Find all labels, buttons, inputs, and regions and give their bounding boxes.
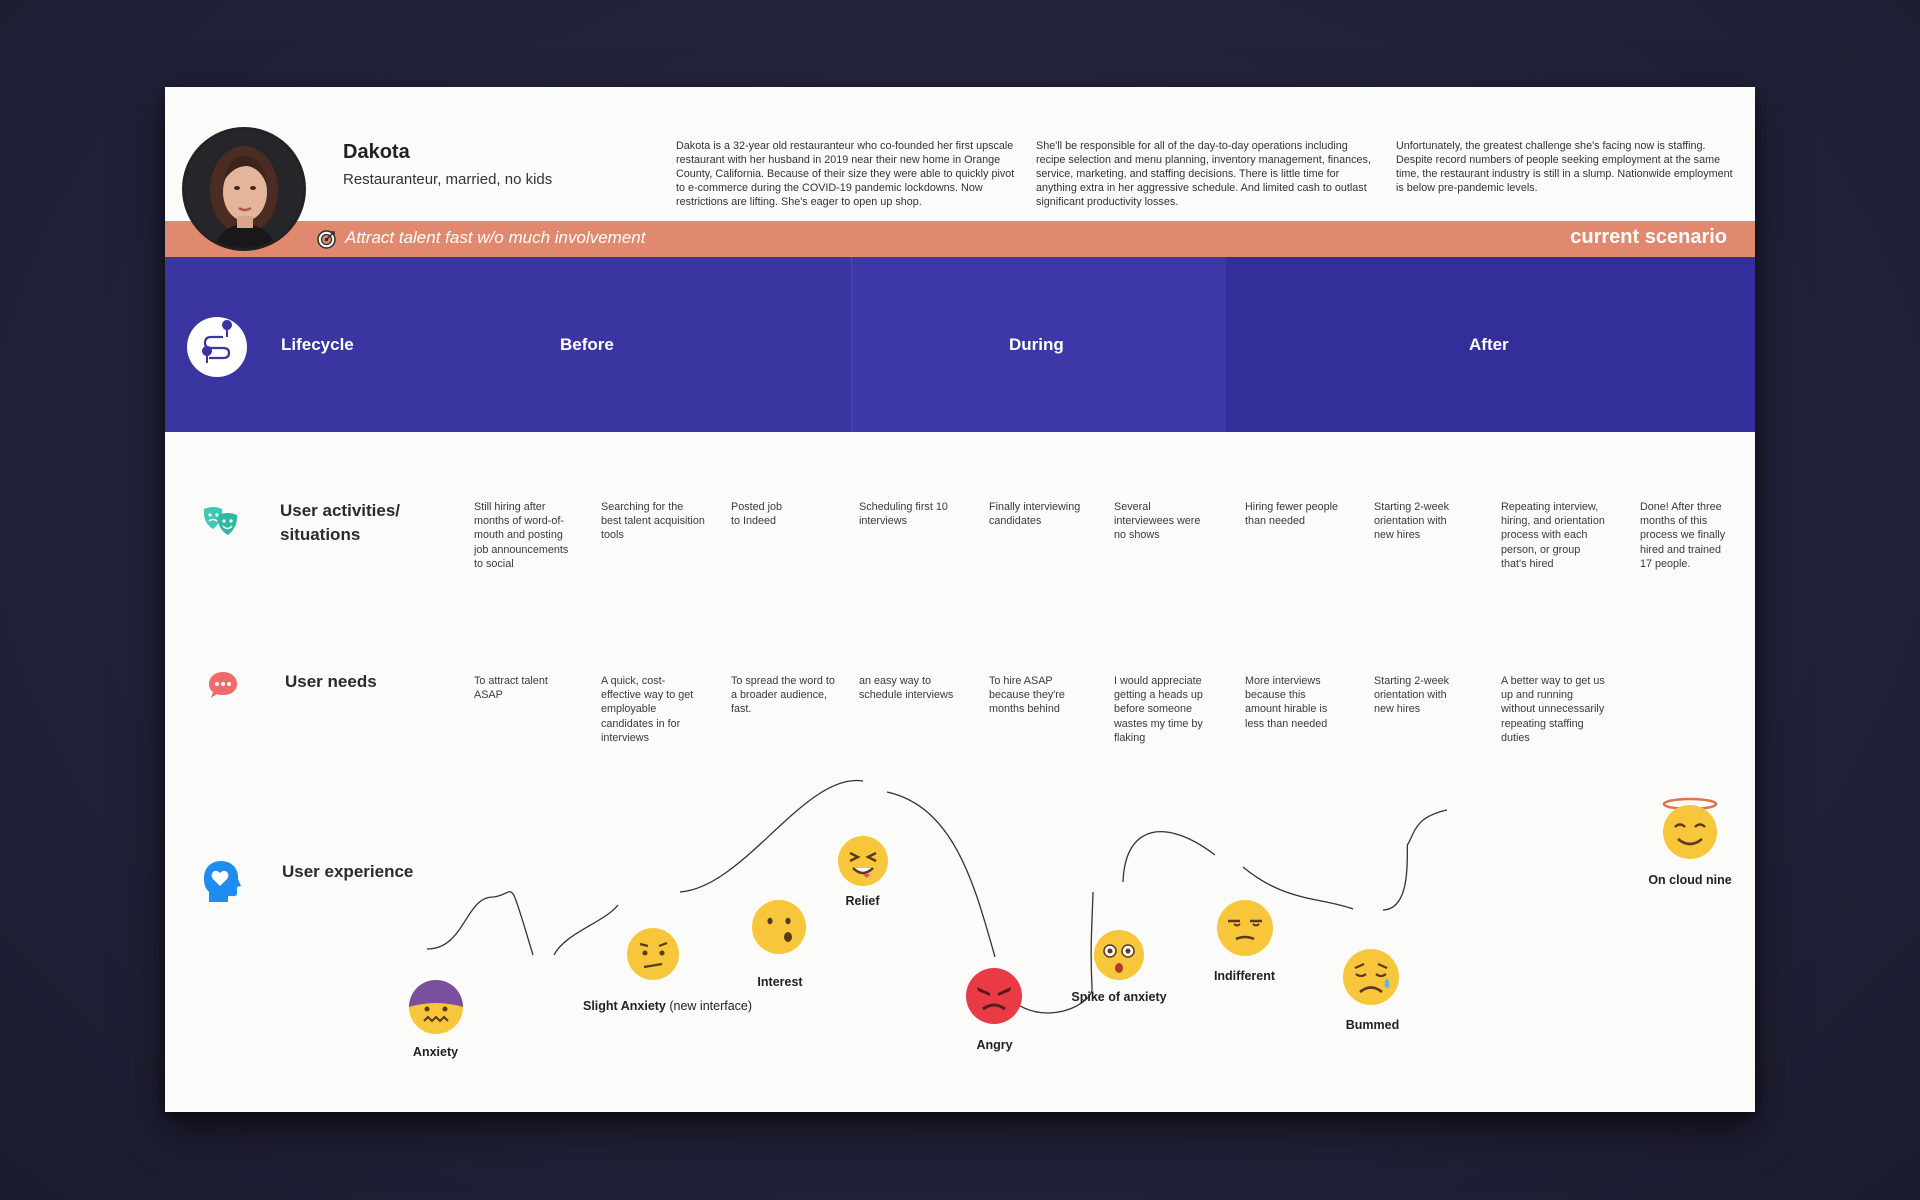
unamused-face-icon (1216, 899, 1274, 962)
activity-item: Finally interviewing candidates (989, 501, 1081, 528)
persona-name: Dakota (343, 141, 410, 163)
emotion-label: Anxiety (393, 1045, 478, 1059)
activity-item: Done! After three months of this process… (1640, 501, 1726, 570)
anxious-face-icon (408, 975, 464, 1040)
persona-bio-3: Unfortunately, the greatest challenge sh… (1396, 140, 1733, 194)
needs-title: User needs (285, 672, 377, 691)
activity-item: Still hiring after months of word-of-mou… (474, 501, 569, 570)
goal-text: Attract talent fast w/o much involvement (345, 228, 646, 247)
angry-face-icon (965, 967, 1023, 1030)
persona-avatar (182, 127, 306, 251)
emotion-label: Spike of anxiety (1063, 990, 1175, 1004)
persona-bio-1: Dakota is a 32-year old restauranteur wh… (676, 140, 1015, 208)
emotion-curve (426, 780, 1448, 1014)
goal-bar: Attract talent fast w/o much involvement… (165, 221, 1755, 257)
route-icon (187, 317, 247, 377)
activity-item: Starting 2-week orientation with new hir… (1374, 501, 1450, 542)
lifecycle-band: Lifecycle Before During After (165, 257, 1755, 432)
need-item: A better way to get us up and running wi… (1501, 675, 1605, 744)
lifecycle-title: Lifecycle (281, 335, 354, 354)
activities-title-line2: situations (280, 525, 361, 544)
emotion-label: Relief (820, 894, 905, 908)
need-item: To spread the word to a broader audience… (731, 675, 835, 716)
need-item: More interviews because this amount hira… (1245, 675, 1328, 730)
head-heart-icon (203, 859, 241, 908)
scenario-label: current scenario (1570, 226, 1727, 248)
emotion-label: Interest (735, 975, 825, 989)
phase-after-label: After (1469, 335, 1509, 354)
phase-during-panel (851, 257, 1228, 432)
chat-bubble-icon (207, 670, 239, 705)
emotion-label-text: Indifferent (1213, 969, 1276, 983)
emotion-label-text: Bummed (1345, 1018, 1400, 1032)
emotion-label-text: Slight Anxiety (583, 999, 666, 1013)
target-icon (317, 230, 336, 249)
activities-title-line1: User activities/ (280, 501, 401, 520)
persona-subtitle: Restauranteur, married, no kids (343, 171, 553, 188)
shocked-face-icon (1093, 929, 1145, 986)
emotion-label-text: Anxiety (412, 1045, 459, 1059)
activity-item: Repeating interview, hiring, and orienta… (1501, 501, 1605, 570)
activity-item: Scheduling first 10 interviews (859, 501, 948, 528)
emotion-label: On cloud nine (1635, 873, 1745, 887)
need-item: To hire ASAP because they're months behi… (989, 675, 1065, 716)
interested-face-icon (751, 899, 807, 960)
emotion-label-text: On cloud nine (1648, 873, 1732, 887)
activity-item: Hiring fewer people than needed (1245, 501, 1339, 528)
emotion-label-text: Angry (976, 1038, 1013, 1052)
need-item: an easy way to schedule interviews (859, 675, 954, 702)
need-item: A quick, cost-effective way to get emplo… (601, 675, 694, 744)
phase-during-label: During (1009, 335, 1064, 354)
emotion-label: Slight Anxiety (new interface) (583, 998, 752, 1014)
sad-face-icon (1342, 948, 1400, 1011)
skeptical-face-icon (626, 927, 680, 986)
persona-bio-2: She'll be responsible for all of the day… (1036, 140, 1371, 208)
emotion-label-text: Relief (845, 894, 880, 908)
emotion-label-text: Interest (757, 975, 803, 989)
need-item: I would appreciate getting a heads up be… (1114, 675, 1203, 744)
relieved-face-icon (837, 835, 889, 892)
phase-after-panel (1226, 257, 1755, 432)
activities-title: User activities/ situations (280, 499, 400, 547)
need-item: To attract talent ASAP (474, 675, 548, 702)
emotion-label: Indifferent (1197, 969, 1292, 983)
journey-map-sheet: Dakota Restauranteur, married, no kids D… (165, 87, 1755, 1112)
experience-title: User experience (282, 862, 414, 881)
theater-masks-icon (202, 505, 240, 542)
activity-item: Posted job to Indeed (731, 501, 783, 528)
emotion-label: Angry (952, 1038, 1037, 1052)
angel-face-icon (1661, 797, 1719, 866)
activity-item: Searching for the best talent acquisitio… (601, 501, 705, 542)
phase-before-label: Before (560, 335, 614, 354)
emotion-label: Bummed (1325, 1018, 1420, 1032)
emotion-label-detail: (new interface) (665, 999, 753, 1013)
emotion-label-text: Spike of anxiety (1071, 990, 1167, 1004)
need-item: Starting 2-week orientation with new hir… (1374, 675, 1450, 716)
activity-item: Several interviewees were no shows (1114, 501, 1201, 542)
